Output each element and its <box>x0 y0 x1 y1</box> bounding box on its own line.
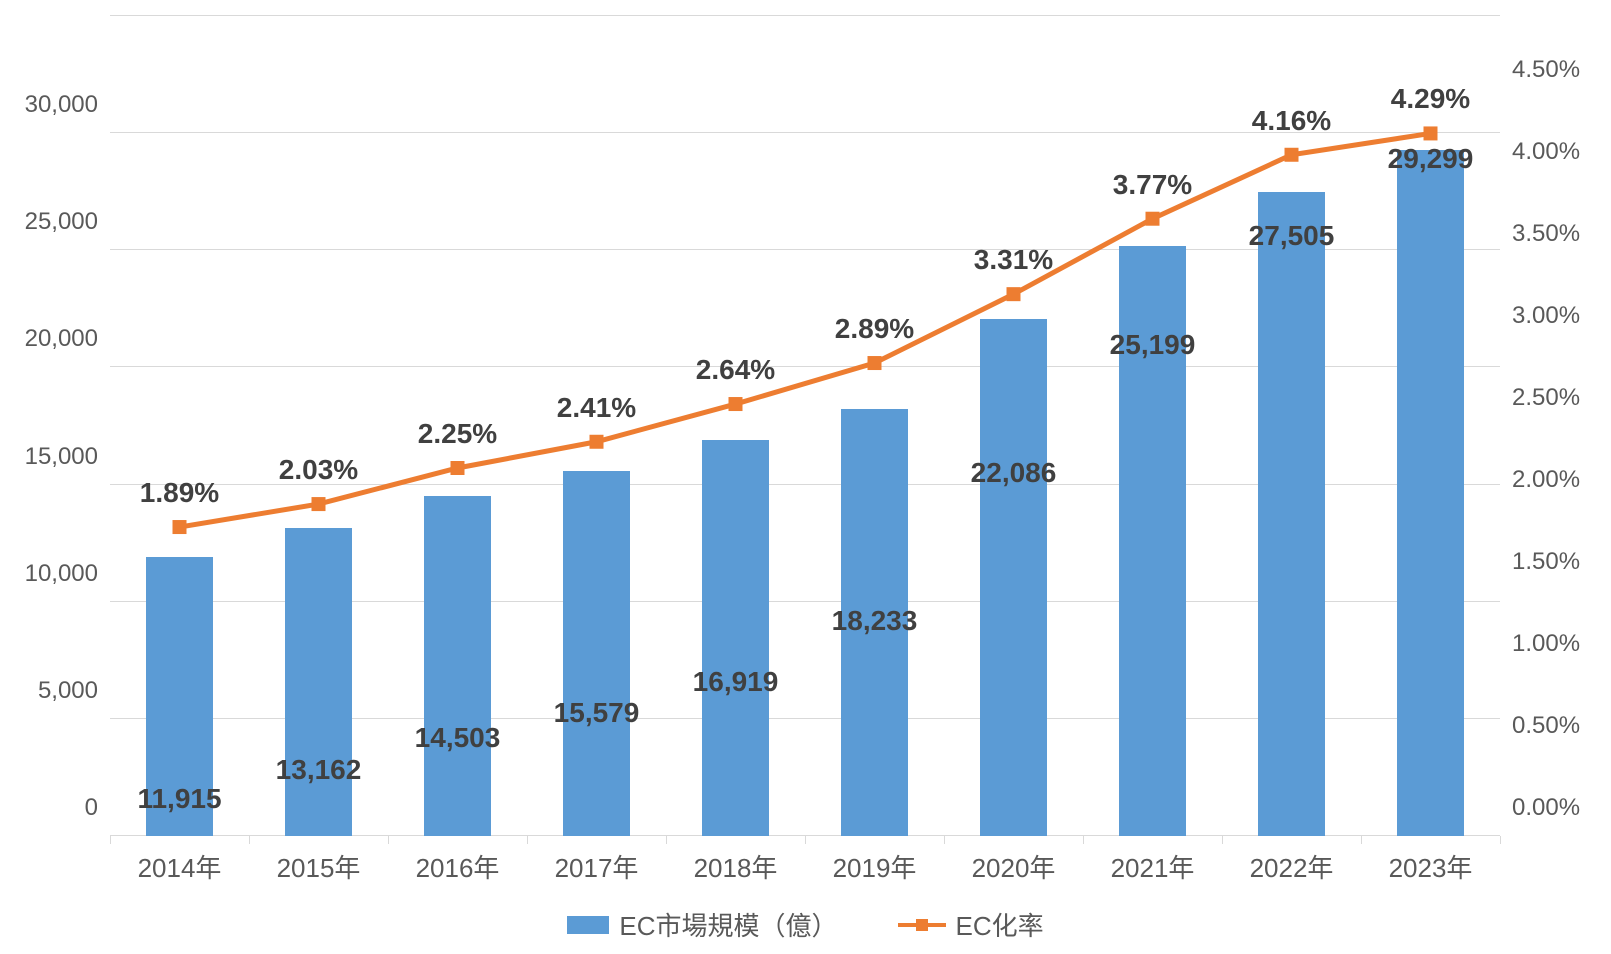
x-category-label: 2017年 <box>555 848 639 885</box>
bar-value-label: 27,505 <box>1249 220 1335 252</box>
line-value-label: 1.89% <box>140 477 219 509</box>
bar <box>1397 150 1464 836</box>
x-tick-mark <box>388 836 389 844</box>
y-right-tick-label: 3.00% <box>1512 302 1580 330</box>
line-marker <box>1147 213 1159 225</box>
bar-value-label: 14,503 <box>415 722 501 754</box>
x-tick-mark <box>1500 836 1501 844</box>
bar-value-label: 11,915 <box>137 783 221 815</box>
x-tick-mark <box>805 836 806 844</box>
line-value-label: 4.16% <box>1252 105 1331 137</box>
y-right-tick-label: 1.00% <box>1512 630 1580 658</box>
y-right-tick-label: 0.50% <box>1512 712 1580 740</box>
y-left-tick-label: 20,000 <box>25 325 98 353</box>
line-marker <box>1008 288 1020 300</box>
line-marker <box>174 521 186 533</box>
bar-value-label: 13,162 <box>276 754 362 786</box>
line-value-label: 2.64% <box>696 354 775 386</box>
gridline <box>110 15 1500 16</box>
x-tick-mark <box>1361 836 1362 844</box>
ec-market-chart: 11,915 13,162 14,503 15,579 16,919 18,233 22,0… <box>0 0 1611 954</box>
legend-swatch-bar <box>567 916 609 934</box>
y-left-tick-label: 15,000 <box>25 443 98 471</box>
bar-value-label: 18,233 <box>832 605 918 637</box>
legend-swatch-line <box>898 923 946 927</box>
bar <box>1258 192 1325 836</box>
x-category-label: 2022年 <box>1250 848 1334 885</box>
bar <box>702 440 769 836</box>
y-right-tick-label: 0.00% <box>1512 794 1580 822</box>
x-tick-mark <box>110 836 111 844</box>
x-category-label: 2020年 <box>972 848 1056 885</box>
x-category-label: 2021年 <box>1111 848 1195 885</box>
plot-area: 11,915 13,162 14,503 15,579 16,919 18,233 22,0… <box>110 16 1500 836</box>
bar-value-label: 29,299 <box>1388 143 1474 175</box>
y-right-tick-label: 4.00% <box>1512 138 1580 166</box>
bar <box>424 496 491 836</box>
y-right-tick-label: 2.50% <box>1512 384 1580 412</box>
line-value-label: 2.89% <box>835 313 914 345</box>
bar-value-label: 22,086 <box>971 457 1057 489</box>
x-category-label: 2015年 <box>277 848 361 885</box>
bar-value-label: 25,199 <box>1110 329 1196 361</box>
bar <box>563 471 630 836</box>
y-right-tick-label: 1.50% <box>1512 548 1580 576</box>
legend-label-line: EC化率 <box>956 906 1044 943</box>
line-value-label: 2.41% <box>557 392 636 424</box>
legend-item-bars: EC市場規模（億） <box>567 906 837 943</box>
line-marker <box>313 498 325 510</box>
line-marker <box>730 398 742 410</box>
line-value-label: 3.31% <box>974 244 1053 276</box>
bar <box>980 319 1047 836</box>
x-tick-mark <box>1083 836 1084 844</box>
x-tick-mark <box>944 836 945 844</box>
y-left-tick-label: 5,000 <box>38 677 98 705</box>
y-axis-right: 0.00% 0.50% 1.00% 1.50% 2.00% 2.50% 3.00% 3.50%… <box>1512 16 1611 836</box>
x-category-label: 2018年 <box>694 848 778 885</box>
y-left-tick-label: 10,000 <box>25 560 98 588</box>
legend: EC市場規模（億） EC化率 <box>0 906 1611 943</box>
x-category-label: 2023年 <box>1389 848 1473 885</box>
bar <box>285 528 352 836</box>
legend-item-line: EC化率 <box>898 906 1044 943</box>
line-marker <box>1425 127 1437 139</box>
legend-label-bars: EC市場規模（億） <box>619 906 837 943</box>
line-value-label: 4.29% <box>1391 83 1470 115</box>
line-marker <box>591 436 603 448</box>
line-value-label: 2.25% <box>418 418 497 450</box>
y-right-tick-label: 3.50% <box>1512 220 1580 248</box>
y-left-tick-label: 35,000 <box>25 0 98 2</box>
y-left-tick-label: 30,000 <box>25 91 98 119</box>
y-left-tick-label: 0 <box>85 794 98 822</box>
y-right-tick-label: 2.00% <box>1512 466 1580 494</box>
y-left-tick-label: 25,000 <box>25 208 98 236</box>
line-value-label: 2.03% <box>279 454 358 486</box>
line-value-label: 3.77% <box>1113 169 1192 201</box>
x-axis: 2014年 2015年 2016年 2017年 2018年 2019年 2020年 2021年… <box>110 836 1500 896</box>
y-right-tick-label: 4.50% <box>1512 56 1580 84</box>
line-marker <box>452 462 464 474</box>
x-tick-mark <box>249 836 250 844</box>
bar-value-label: 16,919 <box>693 666 779 698</box>
x-category-label: 2016年 <box>416 848 500 885</box>
y-axis-left: 05,00010,00015,00020,00025,00030,00035,0… <box>0 16 98 836</box>
x-category-label: 2019年 <box>833 848 917 885</box>
line-marker <box>1286 149 1298 161</box>
x-tick-mark <box>666 836 667 844</box>
x-tick-mark <box>1222 836 1223 844</box>
bar-value-label: 15,579 <box>554 697 640 729</box>
x-category-label: 2014年 <box>138 848 222 885</box>
y-right-tick-label: 5.00% <box>1512 0 1580 2</box>
x-tick-mark <box>527 836 528 844</box>
